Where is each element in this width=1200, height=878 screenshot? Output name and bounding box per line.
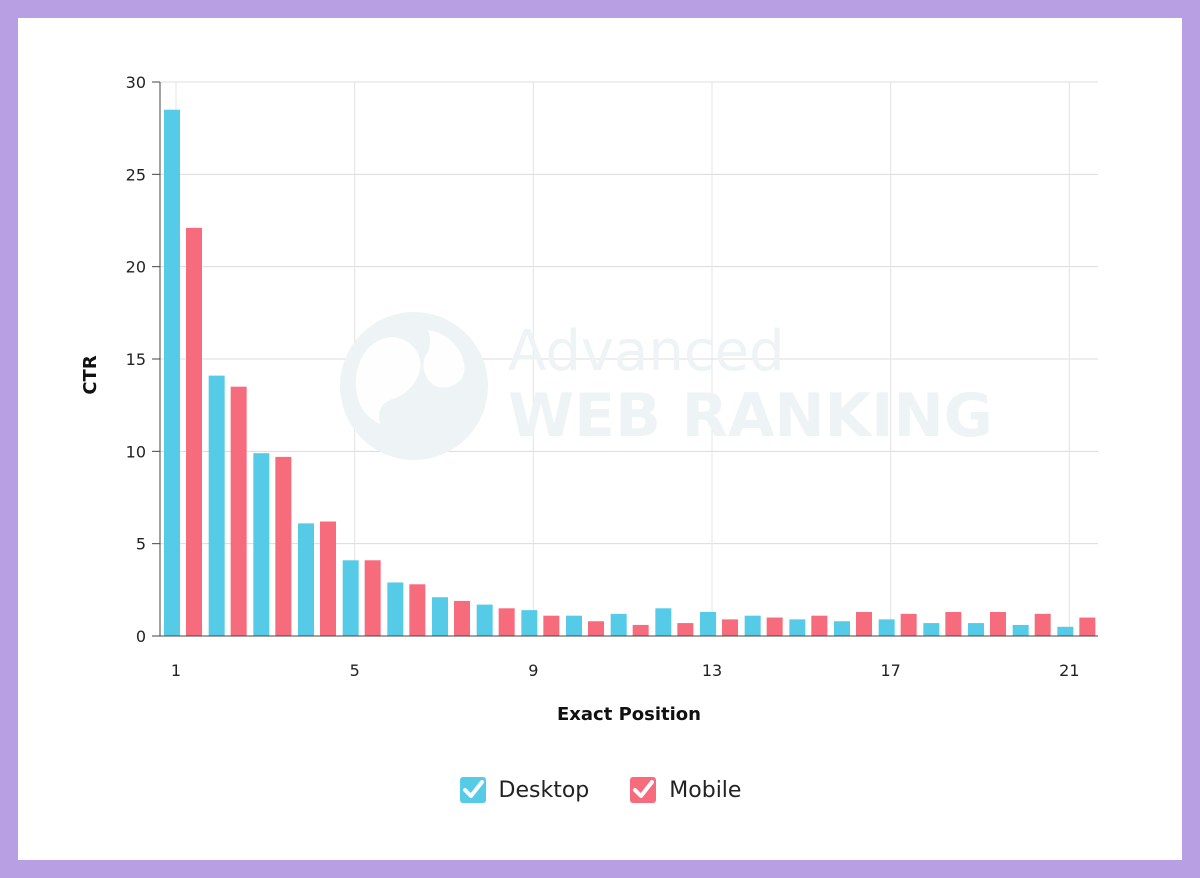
x-tick-label: 9 — [528, 661, 538, 680]
bar-desktop[interactable] — [566, 615, 582, 636]
bar-mobile[interactable] — [320, 521, 336, 636]
desktop-checkbox-icon[interactable] — [459, 776, 487, 804]
bar-desktop[interactable] — [253, 453, 270, 636]
bar-mobile[interactable] — [900, 613, 917, 636]
bar-desktop[interactable] — [834, 621, 850, 636]
bar-desktop[interactable] — [432, 597, 448, 636]
bar-mobile[interactable] — [230, 386, 247, 636]
y-tick-label: 15 — [126, 350, 146, 369]
mobile-checkbox-icon[interactable] — [629, 776, 657, 804]
bar-desktop[interactable] — [164, 109, 180, 636]
bar-desktop[interactable] — [878, 619, 895, 636]
watermark-line-1: Advanced — [508, 319, 785, 384]
bar-desktop[interactable] — [968, 623, 984, 636]
watermark-globe-icon — [340, 312, 488, 460]
bar-desktop[interactable] — [744, 615, 761, 636]
bar-mobile[interactable] — [856, 611, 872, 636]
x-tick-label: 5 — [350, 661, 360, 680]
bars — [164, 109, 1096, 637]
bar-mobile[interactable] — [766, 617, 783, 636]
y-tick-label: 25 — [126, 165, 146, 184]
x-tick-label: 17 — [880, 661, 900, 680]
bar-mobile[interactable] — [677, 623, 694, 636]
bar-mobile[interactable] — [543, 615, 560, 636]
bar-mobile[interactable] — [945, 611, 962, 636]
x-axis-title: Exact Position — [557, 704, 701, 725]
bar-desktop[interactable] — [923, 623, 940, 636]
bar-mobile[interactable] — [409, 584, 426, 636]
chart-card: Advanced WEB RANKING 0 5 10 15 20 25 30 1 5 9 13 17… — [18, 18, 1182, 860]
bar-mobile[interactable] — [454, 600, 470, 636]
bar-mobile[interactable] — [1034, 613, 1051, 636]
y-axis-title: CTR — [80, 355, 101, 394]
bar-desktop[interactable] — [789, 619, 806, 636]
bar-desktop[interactable] — [387, 582, 404, 636]
bar-mobile[interactable] — [498, 608, 515, 636]
x-tick-label: 13 — [702, 661, 722, 680]
bar-desktop[interactable] — [208, 375, 225, 636]
bar-desktop[interactable] — [298, 523, 314, 636]
watermark: Advanced WEB RANKING — [340, 312, 993, 460]
bar-mobile[interactable] — [632, 624, 649, 636]
legend: Desktop Mobile — [18, 776, 1182, 804]
bar-mobile[interactable] — [275, 456, 292, 636]
x-tick-label: 1 — [171, 661, 181, 680]
bar-desktop[interactable] — [610, 613, 627, 636]
y-tick-label: 30 — [126, 73, 146, 92]
bar-desktop[interactable] — [655, 608, 672, 636]
bar-desktop[interactable] — [342, 560, 359, 636]
grid — [160, 81, 1098, 636]
y-tick-label: 5 — [136, 535, 146, 554]
bar-mobile[interactable] — [722, 619, 738, 636]
bar-desktop[interactable] — [476, 604, 493, 636]
bar-desktop[interactable] — [521, 610, 538, 636]
y-tick-label: 0 — [136, 627, 146, 646]
bar-mobile[interactable] — [186, 227, 202, 637]
bar-mobile[interactable] — [811, 615, 828, 636]
legend-label-desktop: Desktop — [498, 777, 590, 803]
y-tick-label: 10 — [126, 442, 146, 461]
bar-desktop[interactable] — [700, 611, 716, 636]
y-tick-label: 20 — [126, 258, 146, 277]
bar-mobile[interactable] — [364, 560, 381, 636]
legend-label-mobile: Mobile — [669, 777, 742, 803]
bar-mobile[interactable] — [990, 611, 1006, 636]
legend-item-mobile[interactable]: Mobile — [629, 776, 741, 804]
bar-desktop[interactable] — [1012, 624, 1029, 636]
x-tick-label: 21 — [1059, 661, 1079, 680]
bar-mobile[interactable] — [588, 621, 604, 636]
watermark-line-2: WEB RANKING — [508, 381, 993, 451]
legend-item-desktop[interactable]: Desktop — [459, 776, 590, 804]
bar-mobile[interactable] — [1079, 617, 1096, 636]
bar-desktop[interactable] — [1057, 626, 1074, 636]
